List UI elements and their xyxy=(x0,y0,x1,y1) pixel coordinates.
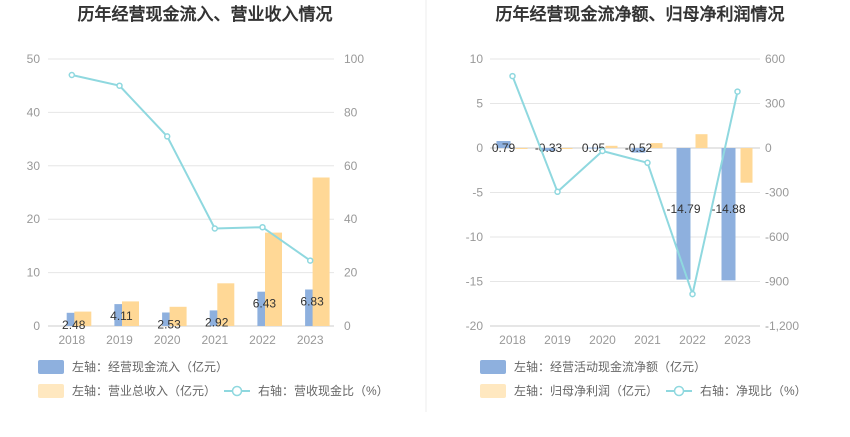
bar-data-label: -14.88 xyxy=(711,202,745,216)
line-point xyxy=(163,133,171,140)
x-axis-tick: 2021 xyxy=(634,333,661,347)
x-axis-tick: 2021 xyxy=(201,333,228,347)
left-axis-tick: 50 xyxy=(27,52,41,66)
bar-data-label: 0.79 xyxy=(492,141,516,155)
x-axis-tick: 2023 xyxy=(297,333,324,347)
legend-label: 左轴：归母净利润（亿元） xyxy=(514,383,658,398)
x-axis-tick: 2023 xyxy=(724,333,751,347)
bar-data-label: 6.43 xyxy=(253,297,277,311)
right-axis-tick: 40 xyxy=(344,212,358,226)
bar-secondary xyxy=(560,148,573,149)
legend-line-marker xyxy=(231,385,243,397)
bar-secondary xyxy=(515,148,528,149)
chart-title: 历年经营现金流入、营业收入情况 xyxy=(78,4,333,24)
left-axis-tick: 10 xyxy=(27,266,41,280)
right-axis-tick: 100 xyxy=(344,52,364,66)
bar-secondary xyxy=(605,145,618,148)
legend-line-marker xyxy=(673,385,685,397)
left-axis-tick: 0 xyxy=(33,319,40,333)
right-axis-tick: 300 xyxy=(765,97,785,111)
bar-data-label: -14.79 xyxy=(666,202,700,216)
line-point xyxy=(116,82,123,89)
bar-data-label: 4.11 xyxy=(110,309,133,323)
line-point xyxy=(734,88,741,95)
legend-label: 左轴：经营活动现金流净额（亿元） xyxy=(514,359,706,374)
legend-label: 左轴：经营现金流入（亿元） xyxy=(72,359,228,374)
line-series xyxy=(71,74,311,262)
left-axis-tick: 5 xyxy=(476,97,483,111)
right-axis-tick: 0 xyxy=(765,141,772,155)
right-axis-tick: 60 xyxy=(344,159,358,173)
bar-secondary xyxy=(695,134,708,148)
line-point xyxy=(554,188,561,196)
line-point xyxy=(509,72,516,80)
left-axis-tick: 20 xyxy=(27,212,41,226)
left-axis-tick: -20 xyxy=(466,319,484,333)
bar-secondary xyxy=(122,301,139,326)
x-axis-tick: 2020 xyxy=(589,333,616,347)
right-axis-tick: 600 xyxy=(765,52,785,66)
line-point xyxy=(211,225,219,232)
bar-data-label: 2.53 xyxy=(157,318,181,332)
legend-swatch xyxy=(38,384,64,398)
x-axis-tick: 2019 xyxy=(544,333,571,347)
x-axis-tick: 2018 xyxy=(58,333,85,347)
right-axis-tick: 80 xyxy=(344,105,358,119)
left-axis-tick: 0 xyxy=(476,141,483,155)
left-axis-tick: 10 xyxy=(470,52,484,66)
bar-data-label: -0.52 xyxy=(625,141,653,155)
chart-title: 历年经营现金流净额、归母净利润情况 xyxy=(496,4,785,24)
bar-secondary xyxy=(169,306,187,326)
bar-secondary xyxy=(217,283,235,326)
line-point xyxy=(689,290,696,298)
bar-secondary xyxy=(740,148,753,183)
right-axis-tick: -300 xyxy=(765,186,789,200)
legend-label: 左轴：营业总收入（亿元） xyxy=(72,383,216,398)
bar-data-label: 6.83 xyxy=(300,295,324,309)
left-axis-tick: -5 xyxy=(472,186,483,200)
legend-label: 右轴：净现比（%） xyxy=(700,383,807,398)
right-axis-tick: 0 xyxy=(344,319,351,333)
bar-secondary xyxy=(650,143,663,148)
line-point xyxy=(599,147,606,155)
line-point xyxy=(259,223,266,231)
right-axis-tick: -1,200 xyxy=(765,319,799,333)
line-point xyxy=(68,71,76,79)
bar-primary xyxy=(676,148,691,280)
line-point xyxy=(644,159,651,167)
bar-primary xyxy=(721,148,736,281)
bar-primary xyxy=(496,141,511,148)
x-axis-tick: 2022 xyxy=(679,333,706,347)
right-axis-tick: 20 xyxy=(344,266,358,280)
bar-secondary xyxy=(312,177,330,326)
bar-secondary xyxy=(74,311,92,326)
right-axis-tick: -600 xyxy=(765,230,789,244)
legend-label: 右轴：营收现金比（%） xyxy=(258,383,389,398)
left-axis-tick: -15 xyxy=(466,275,484,289)
x-axis-tick: 2018 xyxy=(499,333,526,347)
bar-data-label: 2.48 xyxy=(62,318,86,332)
left-axis-tick: 40 xyxy=(27,105,41,119)
bar-primary xyxy=(631,148,646,153)
x-axis-tick: 2022 xyxy=(249,333,276,347)
x-axis-tick: 2019 xyxy=(106,333,133,347)
line-point xyxy=(306,257,314,264)
bar-primary xyxy=(541,148,556,151)
legend-swatch xyxy=(480,360,506,374)
bar-primary xyxy=(586,147,601,149)
x-axis-tick: 2020 xyxy=(154,333,181,347)
bar-data-label: 2.92 xyxy=(205,315,229,329)
left-axis-tick: 30 xyxy=(27,159,41,173)
left-axis-tick: -10 xyxy=(466,230,484,244)
legend-swatch xyxy=(38,360,64,374)
line-series xyxy=(511,75,739,298)
legend-swatch xyxy=(480,384,506,398)
bar-secondary xyxy=(265,232,282,326)
right-axis-tick: -900 xyxy=(765,275,789,289)
